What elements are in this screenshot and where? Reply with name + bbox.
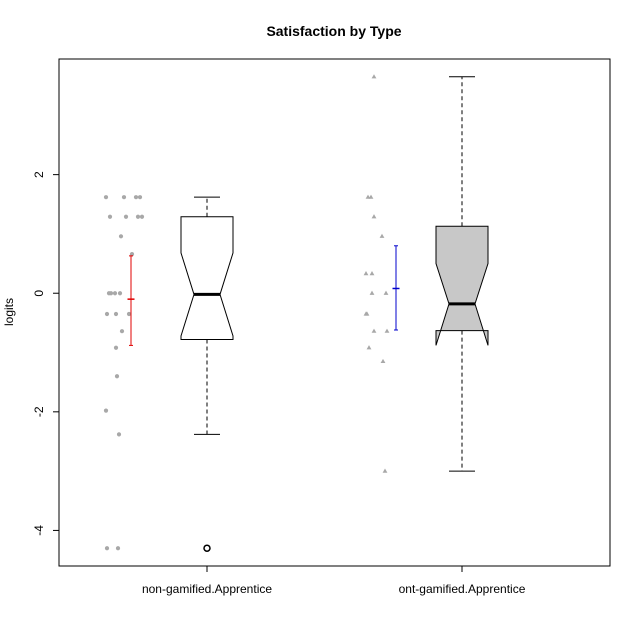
raw-points-layer xyxy=(103,74,390,551)
raw-point xyxy=(363,271,369,276)
mean-ci-layer xyxy=(127,245,400,346)
raw-point xyxy=(371,74,377,79)
x-tick-label: ont-gamified.Apprentice xyxy=(399,582,526,596)
mean-ci-1 xyxy=(127,255,135,346)
mean-ci-2 xyxy=(392,245,400,331)
x-tick-label: non-gamified.Apprentice xyxy=(142,582,272,596)
raw-point xyxy=(129,251,135,257)
y-axis: -4 -2 0 2 xyxy=(32,171,60,536)
raw-point xyxy=(118,234,124,239)
boxes-layer xyxy=(180,76,489,552)
raw-point xyxy=(115,546,121,551)
raw-point xyxy=(137,195,143,200)
raw-point xyxy=(368,194,374,199)
raw-point xyxy=(116,432,122,437)
raw-point xyxy=(104,311,110,317)
notched-box xyxy=(180,216,234,340)
notched-box xyxy=(435,225,489,346)
raw-point xyxy=(107,214,113,219)
y-tick-label: -2 xyxy=(32,406,46,417)
y-tick-label: -4 xyxy=(32,525,46,536)
raw-point xyxy=(366,345,372,350)
raw-point xyxy=(119,329,125,334)
raw-point xyxy=(382,468,388,473)
raw-point xyxy=(113,345,119,350)
x-axis: non-gamified.Apprentice ont-gamified.Appr… xyxy=(142,565,526,596)
raw-point xyxy=(126,311,132,317)
raw-point xyxy=(112,291,118,296)
raw-point xyxy=(123,214,129,219)
raw-point xyxy=(133,195,139,200)
chart-title: Satisfaction by Type xyxy=(266,23,401,39)
raw-point xyxy=(363,311,369,316)
raw-point xyxy=(103,408,109,413)
raw-point xyxy=(135,214,141,219)
raw-point xyxy=(379,233,385,238)
box-2 xyxy=(435,76,489,472)
y-tick-label: 2 xyxy=(32,171,46,178)
raw-point xyxy=(114,374,120,379)
raw-point xyxy=(371,328,377,333)
raw-point xyxy=(369,271,375,276)
raw-point xyxy=(121,195,127,200)
raw-point xyxy=(383,290,389,295)
raw-point xyxy=(139,214,145,219)
box-1 xyxy=(180,196,234,552)
raw-point xyxy=(108,291,114,296)
raw-point xyxy=(384,328,390,333)
raw-point xyxy=(113,311,119,317)
y-axis-label: logits xyxy=(2,298,16,326)
raw-point xyxy=(371,214,377,219)
raw-point xyxy=(380,358,386,364)
plot-frame xyxy=(58,58,611,567)
raw-point xyxy=(117,291,123,296)
raw-point xyxy=(369,290,375,295)
y-tick-label: 0 xyxy=(32,290,46,297)
raw-point xyxy=(103,195,109,200)
raw-point xyxy=(104,546,110,551)
outlier-point xyxy=(203,544,211,552)
